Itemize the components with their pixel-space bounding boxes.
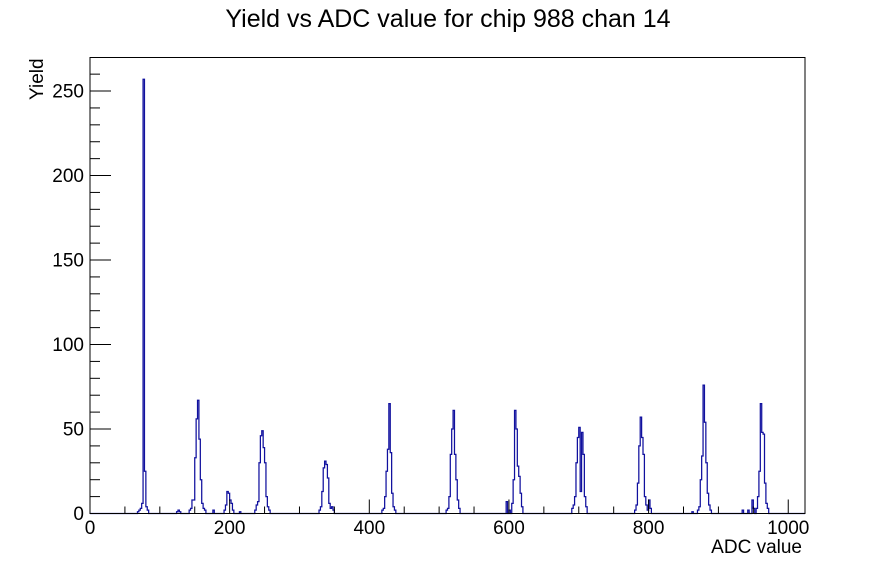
y-tick-label: 250 (52, 82, 84, 103)
y-tick-label: 200 (52, 166, 84, 187)
x-tick-label: 400 (353, 518, 385, 539)
y-tick-label: 100 (52, 335, 84, 356)
y-tick-label: 50 (63, 420, 84, 441)
y-tick-label: 0 (73, 504, 84, 525)
x-tick-label: 600 (493, 518, 525, 539)
x-tick-label: 1000 (767, 518, 809, 539)
x-tick-label: 200 (214, 518, 246, 539)
y-tick-label: 150 (52, 251, 84, 272)
x-axis-title: ADC value (711, 537, 802, 558)
x-tick-label: 800 (633, 518, 665, 539)
histogram-line (90, 78, 805, 515)
plot-frame (89, 57, 806, 514)
chart-title: Yield vs ADC value for chip 988 chan 14 (225, 5, 671, 33)
x-tick-label: 0 (85, 518, 96, 539)
